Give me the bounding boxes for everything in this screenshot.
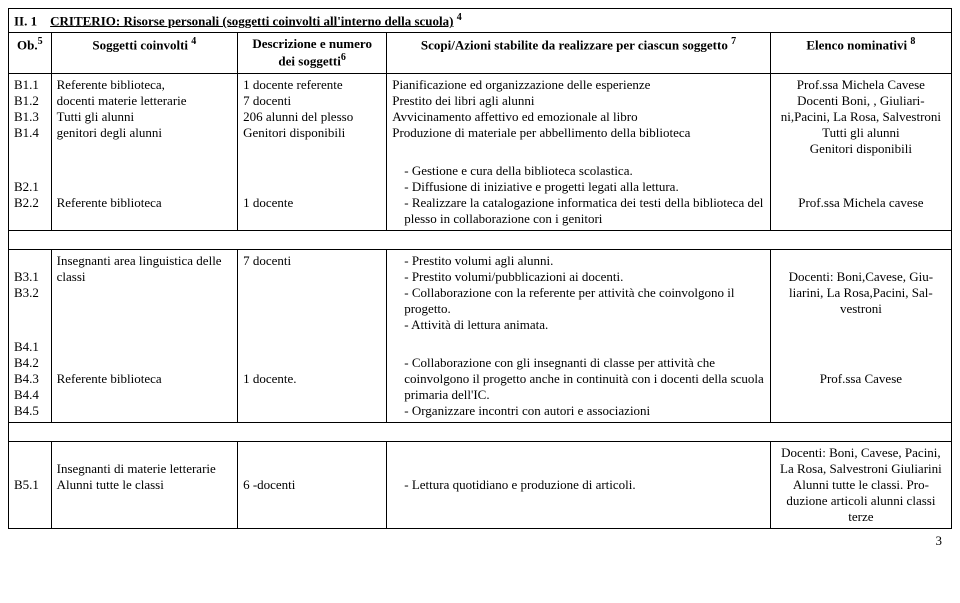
- main-table: II. 1 CRITERIO: Risorse personali (sogge…: [8, 8, 952, 529]
- row-b4-ids: B4.1 B4.2 B4.3 B4.4 B4.5: [9, 336, 52, 423]
- row-b4-scopi: Collaborazione con gli insegnanti di cla…: [387, 336, 771, 423]
- header-ob: Ob.5: [9, 33, 52, 73]
- header-row: Ob.5 Soggetti coinvolti 4 Descrizione e …: [9, 33, 952, 73]
- row-b3-scopi: Prestito volumi agli alunni. Prestito vo…: [387, 249, 771, 336]
- row-b3-ids: B3.1 B3.2: [9, 249, 52, 336]
- row-b5-scopi: Lettura quotidiano e produzione di artic…: [387, 441, 771, 528]
- row-b5-elenco: Docenti: Boni, Cavese, Pa­cini, La Rosa,…: [770, 441, 951, 528]
- title-text: CRITERIO: Risorse personali (soggetti co…: [50, 13, 453, 28]
- header-descrizione: Descrizione e numero dei soggetti6: [238, 33, 387, 73]
- title-sup: 4: [457, 12, 462, 23]
- row-b1-elenco: Prof.ssa Michela Cavese Docenti Boni, , …: [770, 73, 951, 160]
- row-b2-scopi-list: Gestione e cura della biblioteca scolast…: [392, 163, 765, 227]
- row-b1-descrizione: 1 docente referente 7 docenti 206 alunni…: [238, 73, 387, 160]
- row-b5-scopi-list: Lettura quotidiano e produzione di artic…: [392, 477, 765, 493]
- header-elenco: Elenco nominativi 8: [770, 33, 951, 73]
- gap-row-1: [9, 230, 952, 249]
- row-b3-elenco: Docenti: Boni,Cavese, Giu­liarini, La Ro…: [770, 249, 951, 336]
- gap-row-2: [9, 422, 952, 441]
- row-b4-elenco: Prof.ssa Cavese: [770, 336, 951, 423]
- header-soggetti: Soggetti coinvolti 4: [51, 33, 237, 73]
- row-b1-scopi: Pianificazione ed organizzazione delle e…: [387, 73, 771, 160]
- header-scopi: Scopi/Azioni stabilite da realizzare per…: [387, 33, 771, 73]
- row-b1-ids: B1.1 B1.2 B1.3 B1.4: [9, 73, 52, 160]
- row-b4-descrizione: 1 docente.: [238, 336, 387, 423]
- title-prefix: II. 1: [14, 13, 37, 28]
- row-b3: B3.1 B3.2 Insegnanti area linguistica de…: [9, 249, 952, 336]
- row-b4-soggetti: Referente biblioteca: [51, 336, 237, 423]
- row-b2-ids: B2.1 B2.2: [9, 160, 52, 231]
- row-b5: B5.1 Insegnanti di materie lettera­rie A…: [9, 441, 952, 528]
- row-b2-descrizione: 1 docente: [238, 160, 387, 231]
- row-b4: B4.1 B4.2 B4.3 B4.4 B4.5 Referente bibli…: [9, 336, 952, 423]
- row-b3-descrizione: 7 docenti: [238, 249, 387, 336]
- row-b1: B1.1 B1.2 B1.3 B1.4 Referente biblioteca…: [9, 73, 952, 160]
- row-b3-soggetti: Insegnanti area linguistica delle classi: [51, 249, 237, 336]
- row-b2: B2.1 B2.2 Referente biblioteca 1 docente…: [9, 160, 952, 231]
- row-b1-soggetti: Referente biblioteca, docenti materie le…: [51, 73, 237, 160]
- row-b4-scopi-list: Collaborazione con gli insegnanti di cla…: [392, 355, 765, 419]
- row-b5-ids: B5.1: [9, 441, 52, 528]
- row-b2-scopi: Gestione e cura della biblioteca scolast…: [387, 160, 771, 231]
- row-b2-elenco: Prof.ssa Michela cavese: [770, 160, 951, 231]
- title-cell: II. 1 CRITERIO: Risorse personali (sogge…: [9, 9, 952, 33]
- row-b2-soggetti: Referente biblioteca: [51, 160, 237, 231]
- row-b3-scopi-list: Prestito volumi agli alunni. Prestito vo…: [392, 253, 765, 333]
- row-b5-descrizione: 6 -docenti: [238, 441, 387, 528]
- title-row: II. 1 CRITERIO: Risorse personali (sogge…: [9, 9, 952, 33]
- row-b5-soggetti: Insegnanti di materie lettera­rie Alunni…: [51, 441, 237, 528]
- page-number: 3: [8, 533, 952, 549]
